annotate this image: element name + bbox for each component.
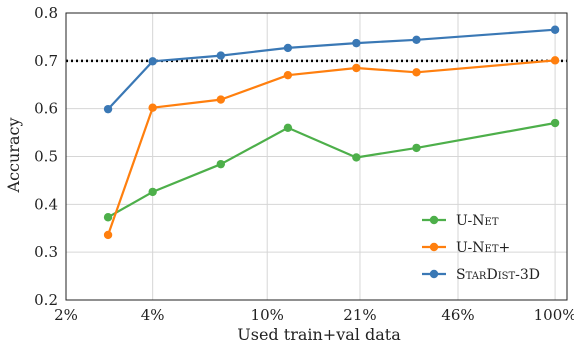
data-point-stardist-3d bbox=[412, 35, 421, 44]
data-point-u-net bbox=[412, 143, 421, 153]
data-point-u-net bbox=[412, 68, 421, 77]
plot-frame bbox=[65, 12, 568, 301]
series-line-stardist-3d bbox=[107, 28, 556, 110]
data-point-stardist-3d bbox=[103, 104, 113, 114]
data-point-u-net bbox=[148, 187, 157, 197]
data-point-stardist-3d bbox=[352, 38, 361, 48]
legend-marker-stardist-3d bbox=[429, 269, 439, 279]
x-tick-label: 10% bbox=[251, 306, 284, 324]
data-point-u-net bbox=[103, 213, 113, 222]
data-point-u-net bbox=[550, 56, 560, 65]
tick-labels: 0.2 0.3 0.4 0.5 0.6 0.7 0.8 2% 4% 10% 21% 46% 100% bbox=[34, 4, 574, 324]
plot-border bbox=[65, 12, 568, 301]
data-point-u-net bbox=[216, 159, 226, 169]
x-tick-label: 46% bbox=[441, 306, 474, 324]
y-tick-label: 0.8 bbox=[34, 4, 58, 22]
y-tick-label: 0.2 bbox=[34, 291, 58, 309]
legend: U-Net U-Net+ StarDist-3D bbox=[422, 213, 540, 283]
data-point-u-net bbox=[216, 95, 226, 104]
data-point-u-net bbox=[283, 70, 293, 80]
y-tick-label: 0.5 bbox=[34, 148, 58, 166]
legend-entry-stardist-3d: StarDist-3D bbox=[422, 267, 540, 283]
grid-layer bbox=[65, 12, 567, 301]
data-point-stardist-3d bbox=[216, 51, 226, 60]
y-tick-label: 0.7 bbox=[34, 52, 58, 70]
series-u-net bbox=[103, 118, 560, 222]
y-tick-label: 0.4 bbox=[34, 195, 58, 213]
legend-marker-u-net bbox=[429, 215, 439, 225]
x-tick-label: 100% bbox=[534, 306, 574, 324]
legend-label-u-net: U-Net+ bbox=[456, 240, 510, 256]
x-tick-label: 4% bbox=[141, 306, 165, 324]
series-u-net bbox=[103, 56, 560, 240]
data-point-stardist-3d bbox=[283, 43, 293, 53]
series-line-u-net bbox=[107, 121, 556, 219]
legend-marker-u-net bbox=[429, 242, 439, 252]
y-tick-label: 0.3 bbox=[34, 243, 58, 261]
x-axis-label: Used train+val data bbox=[237, 325, 401, 343]
data-point-u-net bbox=[283, 123, 293, 132]
legend-entry-u-net: U-Net+ bbox=[422, 240, 510, 256]
data-point-u-net bbox=[352, 153, 361, 162]
y-tick-label: 0.6 bbox=[34, 100, 58, 118]
data-point-u-net bbox=[103, 230, 113, 240]
series-stardist-3d bbox=[103, 25, 560, 114]
data-point-u-net bbox=[148, 103, 157, 112]
legend-entry-u-net: U-Net bbox=[422, 213, 499, 229]
x-tick-label: 21% bbox=[343, 306, 376, 324]
legend-label-stardist-3d: StarDist-3D bbox=[456, 267, 540, 283]
legend-label-u-net: U-Net bbox=[456, 213, 499, 229]
data-point-stardist-3d bbox=[148, 57, 157, 66]
data-point-u-net bbox=[352, 63, 361, 73]
data-point-stardist-3d bbox=[550, 25, 560, 34]
series-layer bbox=[103, 25, 560, 240]
y-axis-label: Accuracy bbox=[4, 118, 23, 194]
x-tick-label: 2% bbox=[54, 306, 78, 324]
data-point-u-net bbox=[550, 118, 560, 128]
